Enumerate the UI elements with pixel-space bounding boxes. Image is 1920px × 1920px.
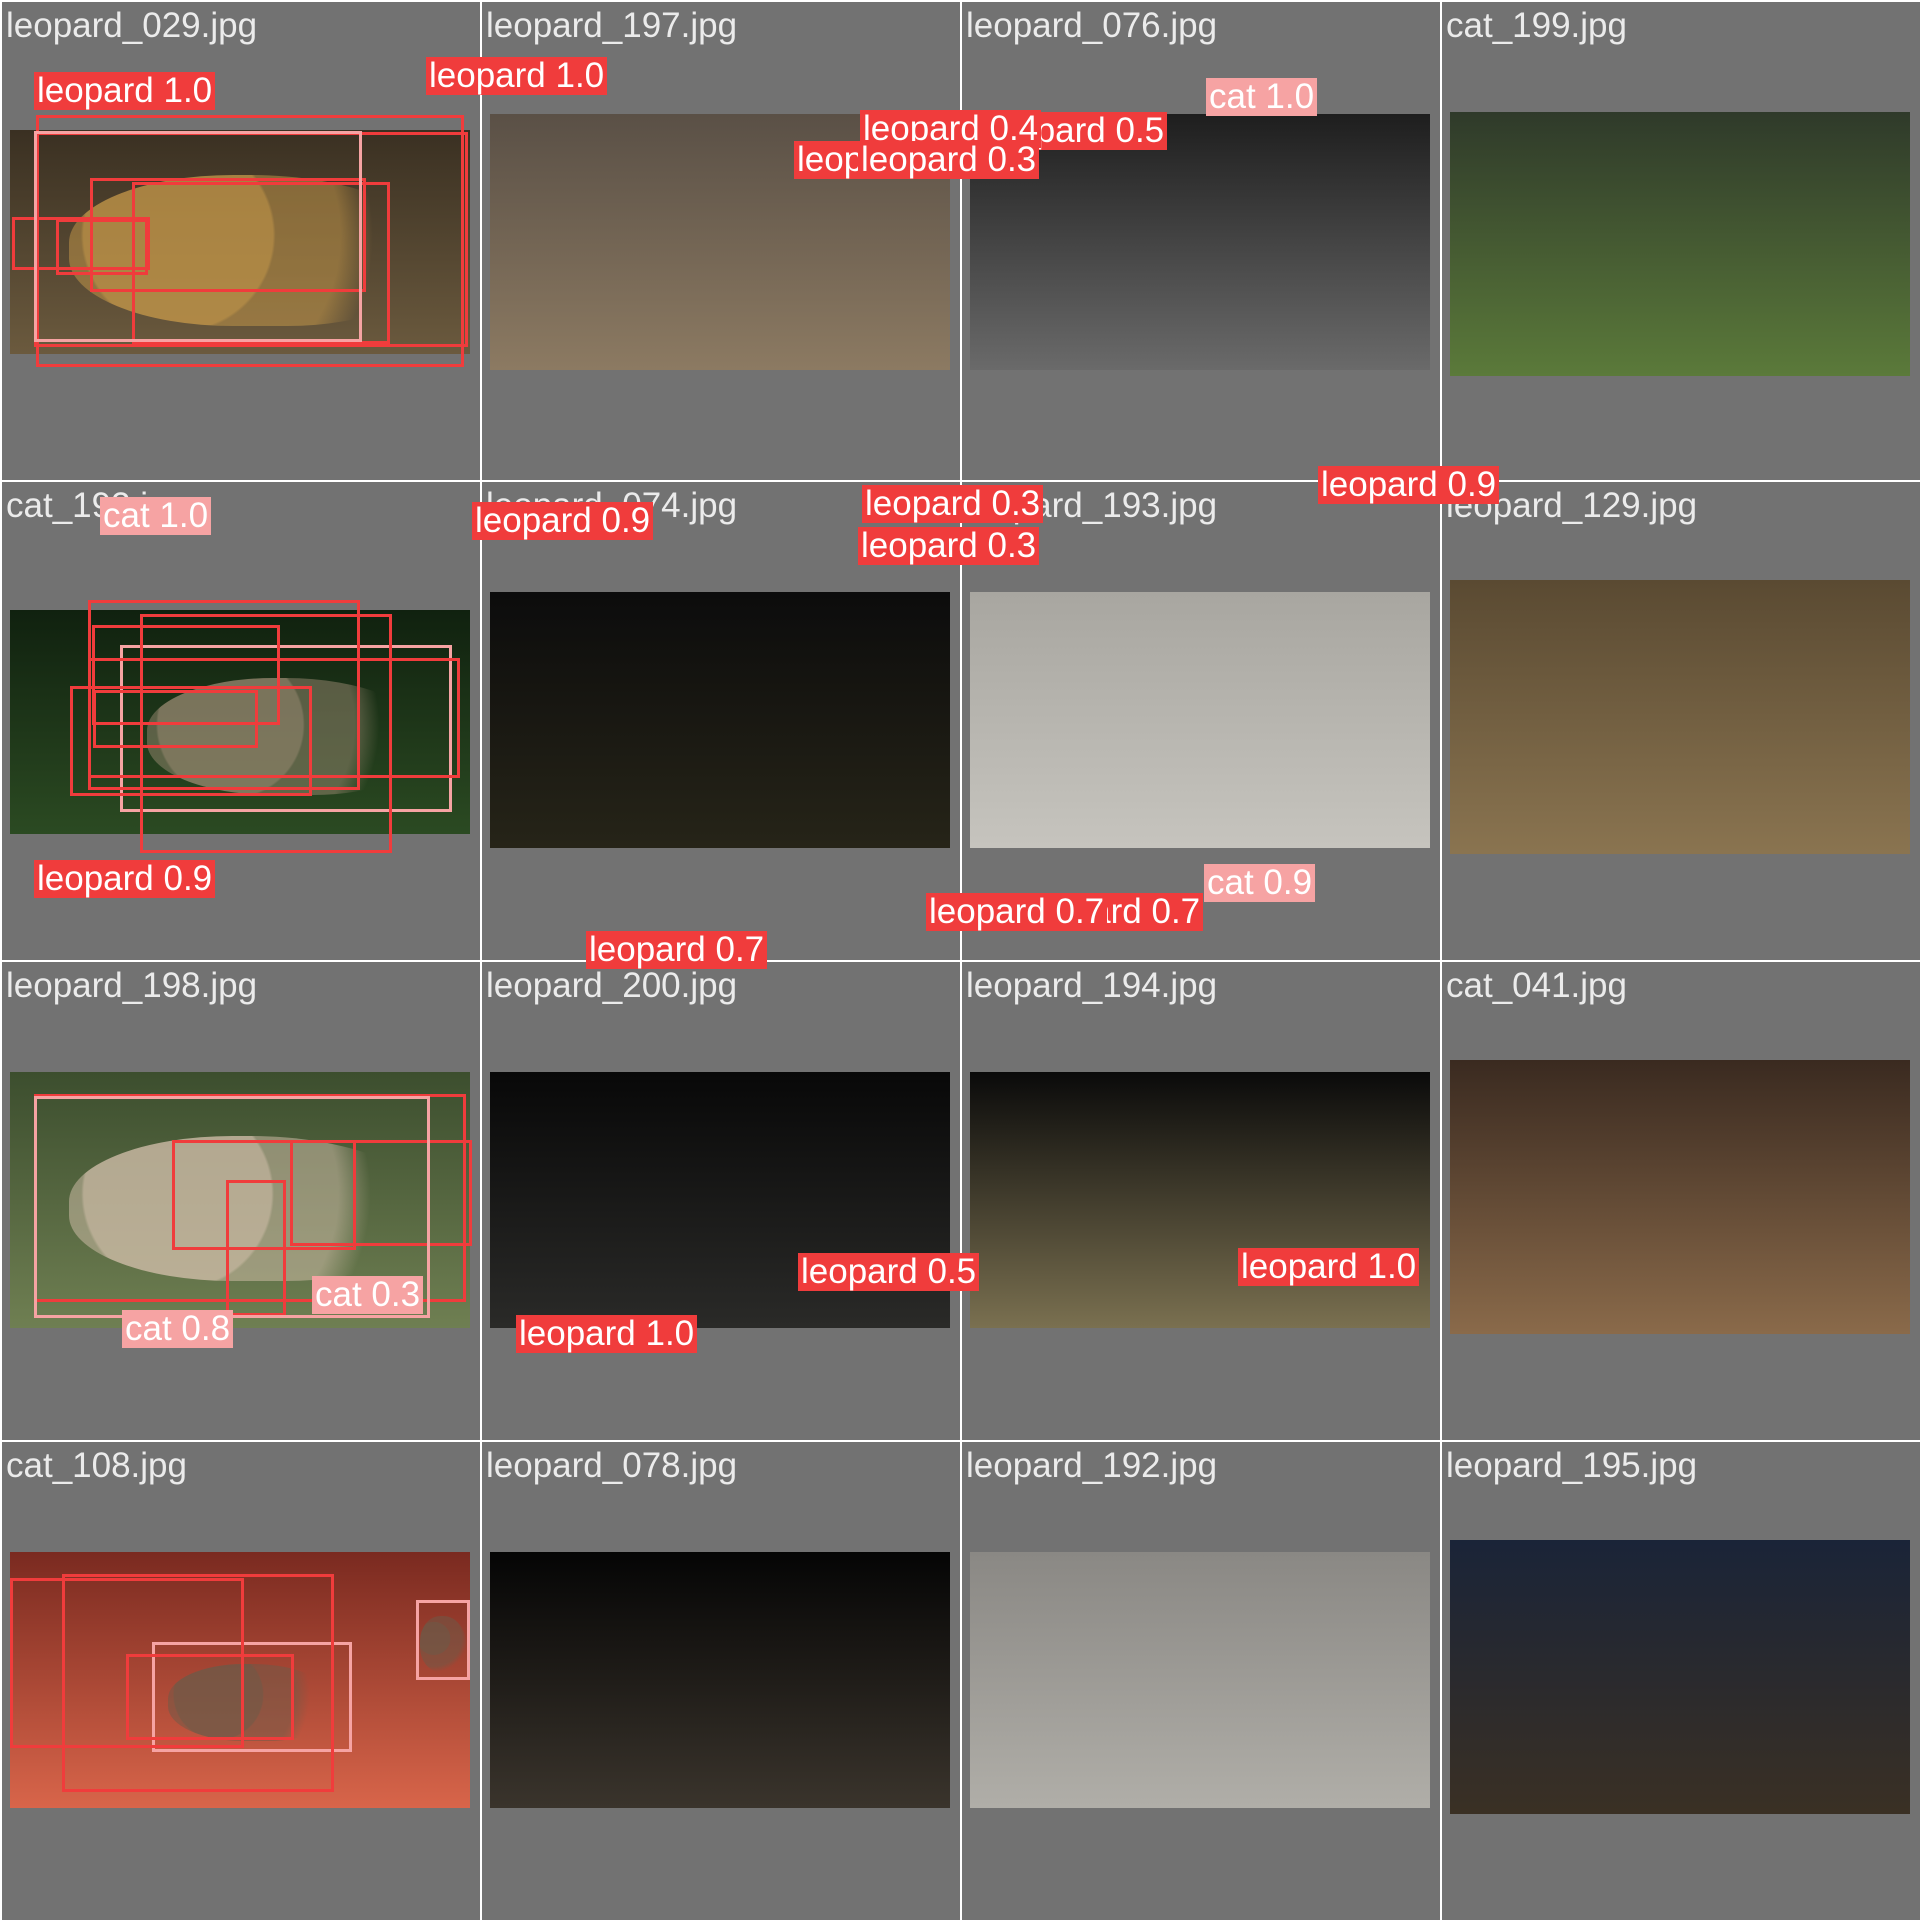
photo-calico-on-stool (1450, 1060, 1910, 1334)
result-tile: leopard_195.jpg (1442, 1442, 1920, 1920)
cat-bounding-box (152, 1642, 352, 1752)
result-tile: leopard_192.jpg (962, 1442, 1440, 1920)
result-tile: leopard_074.jpg (482, 482, 960, 960)
image-filename: cat_199.jpg (1446, 6, 1627, 45)
photo-leopard-attacking-man (970, 1552, 1430, 1808)
image-filename: leopard_029.jpg (6, 6, 258, 45)
detection-label: leopard 0.7 (926, 893, 1108, 931)
leopard-bounding-box (36, 115, 464, 367)
image-filename: leopard_195.jpg (1446, 1446, 1698, 1485)
detection-label: leopard 0.9 (34, 860, 216, 898)
detection-label: cat 1.0 (100, 497, 212, 535)
result-tile: leopard_029.jpg (2, 2, 480, 480)
animal-figure (420, 1616, 466, 1672)
leopard-bounding-box (70, 686, 312, 796)
result-tile: cat_199.jpg (1442, 2, 1920, 480)
detection-label: leopard 0.3 (858, 141, 1040, 179)
image-filename: cat_108.jpg (6, 1446, 187, 1485)
leopard-bounding-box (92, 625, 280, 725)
cat-bounding-box (34, 131, 362, 342)
animal-figure (68, 1135, 432, 1282)
detection-label: leopard 0.5 (798, 1253, 980, 1291)
cat-bounding-box (416, 1600, 470, 1680)
result-tile: leopard_129.jpg (1442, 482, 1920, 960)
result-tile: leopard_198.jpg (2, 962, 480, 1440)
leopard-bounding-box (93, 690, 258, 748)
photo-night-camera-leopards (970, 114, 1430, 370)
detection-label: leopard 0.9 (472, 502, 654, 540)
image-filename: leopard_197.jpg (486, 6, 738, 45)
image-filename: leopard_194.jpg (966, 966, 1218, 1005)
image-filename: leopard_078.jpg (486, 1446, 738, 1485)
result-tile: leopard_200.jpg (482, 962, 960, 1440)
photo-maine-coon (1450, 112, 1910, 376)
detection-label: leopard 1.0 (34, 72, 216, 110)
leopard-bounding-box (10, 1578, 244, 1748)
leopard-bounding-box (172, 1140, 356, 1250)
detection-label: cat 0.3 (312, 1276, 424, 1314)
detection-label: leopard 1.0 (516, 1315, 698, 1353)
leopard-bounding-box (12, 217, 150, 270)
photo-night-leopard-trailcam (490, 1552, 950, 1808)
detection-label: leopard 0.7 (586, 931, 768, 969)
cat-bounding-box (120, 645, 452, 812)
detection-label: leopard 0.9 (1318, 466, 1500, 504)
leopard-bounding-box (140, 614, 392, 853)
result-tile: leopard_078.jpg (482, 1442, 960, 1920)
leopard-bounding-box (290, 1140, 472, 1246)
animal-figure (68, 175, 434, 326)
leopard-bounding-box (132, 182, 390, 344)
photo-night-two-leopards-leaves (970, 1072, 1430, 1328)
image-filename: leopard_200.jpg (486, 966, 738, 1005)
result-tile: leopard_076.jpg (962, 2, 1440, 480)
image-filename: leopard_192.jpg (966, 1446, 1218, 1485)
leopard-bounding-box (90, 178, 366, 292)
animal-figure (168, 1664, 336, 1741)
result-tile: leopard_194.jpg (962, 962, 1440, 1440)
result-tile: cat_041.jpg (1442, 962, 1920, 1440)
detection-label: cat 0.8 (122, 1310, 234, 1348)
result-tile: cat_193.jpg (2, 482, 480, 960)
photo-leopard-city-night (1450, 1540, 1910, 1814)
result-tile: leopard_193.jpg (962, 482, 1440, 960)
leopard-bounding-box (88, 600, 360, 790)
detection-label: cat 0.9 (1204, 864, 1316, 902)
leopard-bounding-box (56, 219, 148, 275)
detection-label: leopard 1.0 (1238, 1248, 1420, 1286)
photo-two-leopards-walking (970, 592, 1430, 848)
photo-leopard-rearing (1450, 580, 1910, 854)
detection-label: leopard 1.0 (426, 57, 608, 95)
photo-night-leopard-crouching (490, 592, 950, 848)
image-filename: cat_041.jpg (1446, 966, 1627, 1005)
image-filename: leopard_076.jpg (966, 6, 1218, 45)
detection-label: leopard 0.3 (862, 485, 1044, 523)
detection-label: cat 1.0 (1206, 78, 1318, 116)
leopard-bounding-box (62, 1574, 334, 1792)
leopard-bounding-box (126, 1654, 294, 1740)
image-filename: leopard_198.jpg (6, 966, 258, 1005)
detection-label: leopard 0.3 (858, 527, 1040, 565)
